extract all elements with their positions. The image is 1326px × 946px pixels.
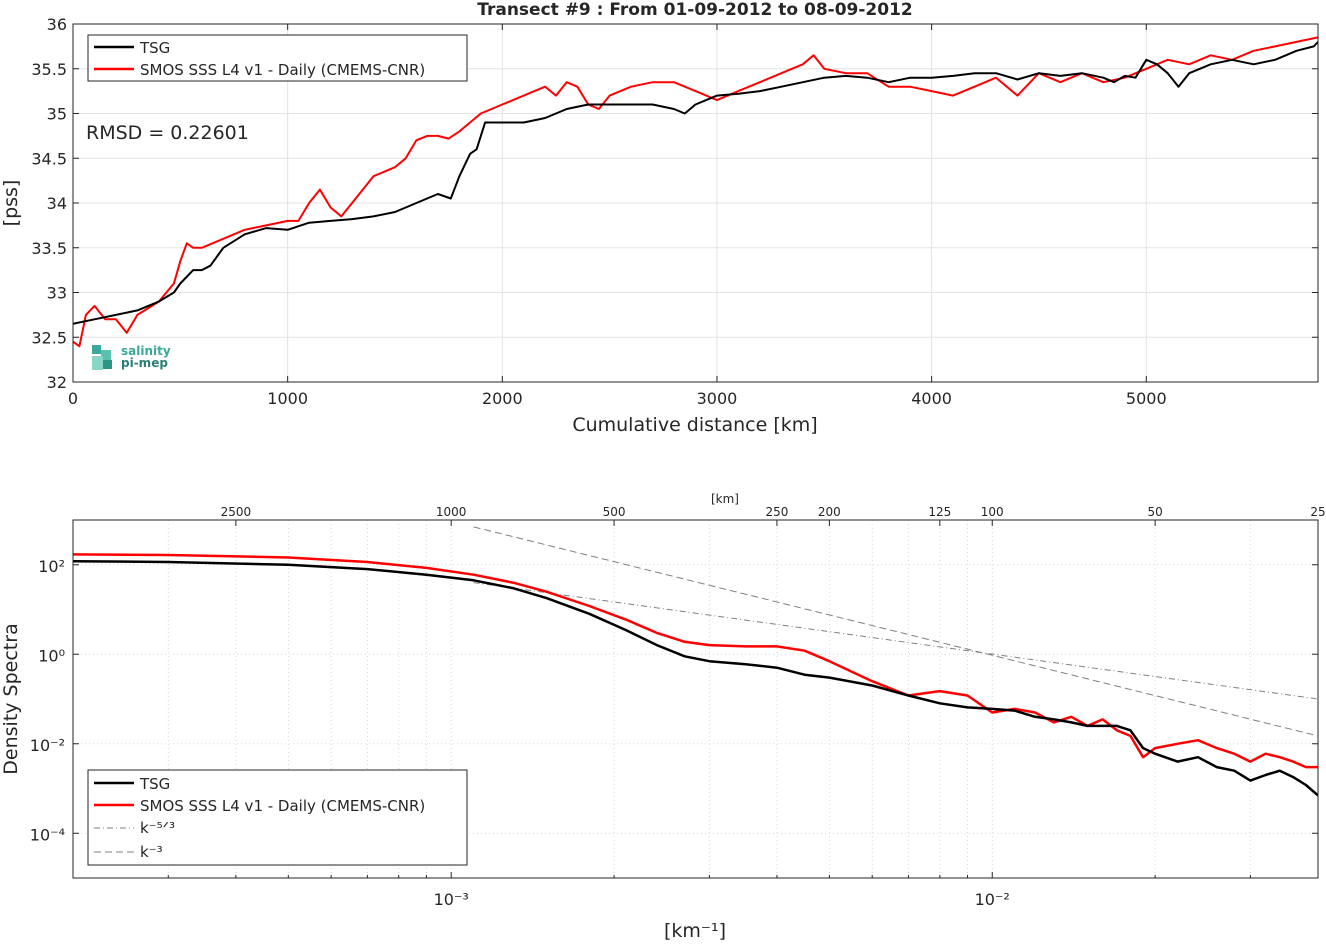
top-x-axis-label: Cumulative distance [km]	[572, 414, 817, 436]
bottom-legend-k3-label: k⁻³	[140, 843, 163, 861]
bottom-legend: TSG SMOS SSS L4 v1 - Daily (CMEMS-CNR) k…	[87, 769, 468, 866]
bottom-top-tick-label: 2500	[221, 505, 252, 519]
bottom-top-tick-label: 25	[1310, 505, 1325, 519]
top-x-tick-label: 4000	[911, 389, 952, 408]
bottom-axes-box	[72, 519, 1319, 879]
chart-top: Transect #9 : From 01-09-2012 to 08-09-2…	[0, 0, 1319, 436]
bottom-top-tick-label: 125	[928, 505, 951, 519]
logo-text-line1: salinity	[121, 344, 171, 358]
chart-bottom: 10² 10⁰ 10⁻² 10⁻⁴ 10⁻³ 10⁻² 2500 1000 500 250 200 1…	[0, 492, 1326, 942]
top-y-tick-label: 36	[47, 15, 67, 34]
top-tick-labels: 0 1000 2000 3000 4000 5000 32 32.5 33 33.5 34 34.5 3…	[31, 15, 1318, 408]
top-series-lines	[73, 36, 1318, 348]
top-y-tick-label: 32	[47, 373, 67, 392]
top-x-tick-label: 2000	[482, 389, 523, 408]
bottom-top-tick-label: 100	[981, 505, 1004, 519]
top-legend-box	[87, 34, 468, 82]
bottom-legend-smos-label: SMOS SSS L4 v1 - Daily (CMEMS-CNR)	[140, 797, 425, 815]
bottom-y-tick-label: 10⁰	[38, 646, 65, 665]
bottom-smos-line	[73, 553, 1318, 769]
bottom-y-tick-label: 10²	[38, 557, 65, 576]
top-legend-tsg-label: TSG	[139, 39, 170, 57]
top-x-tick-label: 1000	[267, 389, 308, 408]
bottom-top-tick-label: 250	[765, 505, 788, 519]
logo-block-1	[92, 345, 101, 354]
bottom-legend-box	[87, 769, 468, 866]
top-y-axis-label: [pss]	[0, 180, 22, 227]
top-tsg-line	[73, 41, 1318, 325]
top-axis-unit-label: [km]	[711, 492, 739, 506]
bottom-top-tick-label: 1000	[436, 505, 467, 519]
bottom-x-tick-label: 10⁻³	[434, 890, 469, 909]
top-legend: TSG SMOS SSS L4 v1 - Daily (CMEMS-CNR)	[87, 34, 468, 82]
top-x-tick-label: 3000	[697, 389, 738, 408]
bottom-series-lines	[73, 526, 1318, 797]
bottom-y-tick-label: 10⁻²	[30, 736, 65, 755]
bottom-top-tick-label: 500	[603, 505, 626, 519]
logo-block-2	[101, 350, 111, 360]
top-y-tick-label: 35.5	[31, 60, 67, 79]
bottom-k53-reference-line	[473, 582, 1318, 700]
chart-title: Transect #9 : From 01-09-2012 to 08-09-2…	[477, 0, 913, 20]
top-y-tick-label: 32.5	[31, 328, 67, 347]
top-x-tick-label: 0	[68, 389, 78, 408]
top-y-tick-label: 35	[47, 105, 67, 124]
top-x-tick-label: 5000	[1126, 389, 1167, 408]
logo-block-4	[103, 360, 112, 369]
logo-block-3	[92, 356, 103, 370]
bottom-legend-k53-label: k⁻⁵ᐟ³	[140, 819, 175, 837]
logo-text-line2: pi-mep	[121, 356, 168, 370]
bottom-y-tick-label: 10⁻⁴	[30, 825, 65, 844]
bottom-legend-tsg-label: TSG	[139, 775, 170, 793]
top-y-tick-label: 34.5	[31, 149, 67, 168]
top-y-tick-label: 33	[47, 284, 67, 303]
top-smos-line	[73, 36, 1318, 348]
rmsd-annotation: RMSD = 0.22601	[86, 122, 249, 144]
bottom-tick-labels: 10² 10⁰ 10⁻² 10⁻⁴ 10⁻³ 10⁻² 2500 1000 500 250 200 1…	[30, 505, 1326, 909]
top-y-tick-label: 33.5	[31, 239, 67, 258]
top-legend-smos-label: SMOS SSS L4 v1 - Daily (CMEMS-CNR)	[140, 61, 425, 79]
salinity-pimep-logo: salinity pi-mep	[92, 344, 171, 370]
top-y-tick-label: 34	[47, 194, 67, 213]
bottom-top-tick-label: 200	[818, 505, 841, 519]
bottom-top-tick-label: 50	[1147, 505, 1162, 519]
bottom-x-axis-label: [km⁻¹]	[664, 920, 726, 942]
bottom-k3-reference-line	[473, 526, 1318, 737]
bottom-x-tick-label: 10⁻²	[975, 890, 1010, 909]
top-plot-area	[73, 36, 1318, 348]
bottom-y-axis-label: Density Spectra	[0, 623, 22, 774]
bottom-tsg-line	[73, 559, 1318, 797]
